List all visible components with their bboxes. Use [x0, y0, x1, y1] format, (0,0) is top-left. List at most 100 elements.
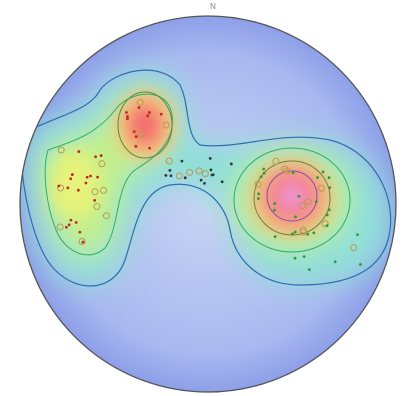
point	[209, 168, 213, 172]
point	[81, 240, 85, 244]
point	[317, 184, 325, 192]
point	[78, 230, 82, 234]
north-label: N	[210, 2, 216, 11]
point	[159, 112, 163, 116]
contour-mid-right	[233, 147, 351, 253]
point	[64, 225, 68, 229]
point	[148, 146, 152, 150]
point	[358, 263, 362, 266]
point	[134, 135, 138, 139]
point	[169, 174, 173, 178]
point	[125, 111, 128, 114]
point	[146, 114, 150, 118]
point	[356, 233, 359, 237]
point	[56, 223, 64, 231]
point	[273, 235, 277, 238]
point	[262, 171, 266, 175]
point	[126, 115, 129, 118]
point	[203, 181, 206, 185]
point	[165, 157, 173, 165]
point	[175, 172, 183, 180]
net-outline	[19, 15, 397, 393]
point	[91, 188, 99, 196]
point	[94, 155, 97, 159]
point	[220, 180, 224, 184]
point	[297, 194, 301, 198]
point	[273, 208, 276, 212]
point	[134, 144, 138, 148]
point	[299, 228, 307, 236]
point	[100, 186, 108, 194]
point	[273, 202, 277, 206]
point	[257, 192, 260, 196]
point	[85, 175, 89, 179]
point	[84, 181, 88, 185]
point	[321, 170, 325, 174]
point	[291, 232, 294, 236]
point	[183, 176, 187, 180]
point	[316, 176, 319, 179]
point	[96, 175, 99, 179]
point	[262, 167, 266, 171]
contour-outer	[21, 69, 392, 287]
point	[137, 106, 141, 109]
point	[76, 188, 80, 192]
point	[257, 197, 260, 200]
point	[57, 146, 65, 154]
point	[325, 224, 329, 228]
point	[66, 186, 70, 190]
point	[299, 226, 307, 234]
point	[327, 208, 331, 212]
point	[67, 223, 71, 227]
point	[57, 184, 61, 188]
point	[294, 215, 297, 219]
point	[302, 255, 306, 259]
point	[201, 170, 209, 178]
point	[162, 121, 170, 129]
point	[199, 178, 203, 182]
point	[137, 131, 145, 139]
point	[211, 173, 215, 177]
point	[102, 212, 110, 220]
point	[208, 157, 212, 160]
point	[148, 111, 151, 114]
point	[93, 202, 101, 210]
point	[89, 174, 92, 178]
point	[304, 198, 312, 206]
point	[195, 167, 203, 175]
point	[272, 157, 280, 165]
point	[259, 175, 263, 179]
point	[312, 231, 316, 235]
point	[321, 220, 329, 228]
point	[328, 186, 332, 189]
point	[186, 168, 194, 176]
point	[293, 230, 297, 234]
point	[132, 130, 136, 134]
density-field	[20, 16, 396, 392]
point	[306, 232, 310, 236]
point	[350, 244, 358, 252]
point	[180, 159, 184, 163]
point	[293, 256, 297, 260]
point	[70, 173, 74, 176]
point	[78, 238, 86, 246]
point	[74, 221, 78, 224]
point	[57, 184, 65, 192]
point	[69, 177, 73, 181]
point	[126, 117, 129, 121]
data-points	[56, 98, 362, 272]
point	[168, 168, 172, 172]
point	[333, 260, 337, 264]
point	[298, 202, 306, 210]
point	[136, 98, 144, 106]
point	[314, 200, 318, 204]
point	[283, 167, 291, 175]
point	[327, 176, 331, 180]
point	[164, 173, 168, 177]
point	[69, 218, 73, 222]
contour-high-left	[117, 91, 173, 159]
point	[229, 162, 233, 166]
contour-peak-right	[266, 170, 318, 222]
point	[291, 171, 295, 175]
